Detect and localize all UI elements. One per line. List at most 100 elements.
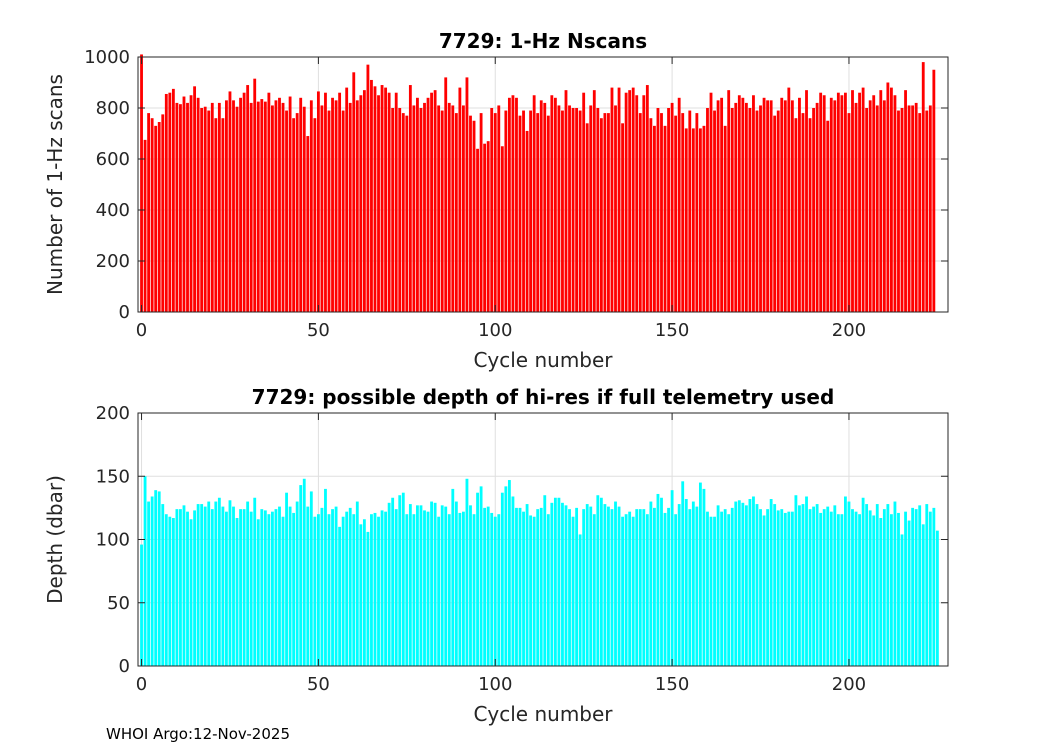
y-tick-label: 1000 [84,47,130,68]
y-tick-label: 0 [119,656,130,677]
bar [932,507,936,666]
bar [408,504,412,666]
bar [285,492,288,666]
bar [182,505,186,666]
y-tick-label: 800 [96,98,130,119]
bar [840,514,844,666]
bar [752,95,755,312]
bar [500,492,504,666]
bar [479,113,483,312]
bar [345,87,349,312]
bar [469,115,472,313]
bar [872,515,876,666]
bar [232,100,235,312]
bar [359,524,363,666]
bar [200,108,204,312]
bar [444,506,448,666]
bar [889,87,893,312]
bar [532,516,536,666]
bar [458,87,462,312]
bar [787,87,791,312]
bar [614,105,617,312]
bar [798,97,801,312]
bar [394,92,398,312]
bar [221,118,225,312]
bar [398,108,402,312]
bar [907,520,911,666]
bar [805,496,808,666]
bar [748,108,752,312]
x-tick-label: 50 [307,674,330,695]
bar [882,100,886,312]
bar [822,95,826,312]
bar [695,113,699,312]
bar [844,92,847,312]
bar [716,505,720,666]
bar [787,511,791,666]
bar [879,90,883,313]
bar [780,97,784,312]
bar [362,90,366,313]
bar [225,511,228,666]
axes-frame [137,56,949,313]
x-tick-label: 50 [307,320,330,341]
bar [681,481,685,666]
bar [561,502,564,666]
bar [313,118,317,312]
bar [168,516,172,666]
bar [423,510,426,666]
bar [246,501,250,666]
bar [638,113,642,312]
x-tick-label: 100 [478,320,512,341]
bar [306,136,310,312]
bar [366,531,370,666]
bar [214,118,218,312]
bar [327,514,331,666]
bar [278,97,281,312]
bar [610,87,614,312]
bar [653,125,656,312]
bar [334,506,338,666]
bar [447,102,451,313]
bar [341,516,345,666]
bar [879,517,883,666]
bar [270,511,274,666]
bar [709,516,713,666]
bar [483,507,487,666]
bar [642,509,646,666]
bar [366,64,370,313]
bar [624,92,628,312]
bar [674,115,678,313]
bar [331,97,334,312]
bar [285,110,288,312]
bar [532,95,536,312]
bar [511,496,515,666]
bar [316,514,320,666]
bar [370,79,373,312]
bar [543,495,547,666]
bar [504,486,508,666]
bar [631,516,635,666]
bar [416,505,419,666]
bar [858,92,861,312]
bar [932,69,936,312]
bar [769,499,773,666]
bar [826,506,830,666]
bar [645,85,649,312]
bar [217,497,221,666]
bar [242,92,246,312]
x-axis-label: Cycle number [473,702,613,726]
bar [295,113,299,312]
bar [801,504,805,666]
bar [394,509,398,666]
bar [624,514,628,666]
bar [249,511,253,666]
bar [886,504,890,666]
bar [348,102,352,313]
bar [426,97,430,312]
bar [221,506,225,666]
bar [352,514,356,666]
bar [355,501,359,666]
bar [684,499,688,666]
bar [458,512,462,666]
